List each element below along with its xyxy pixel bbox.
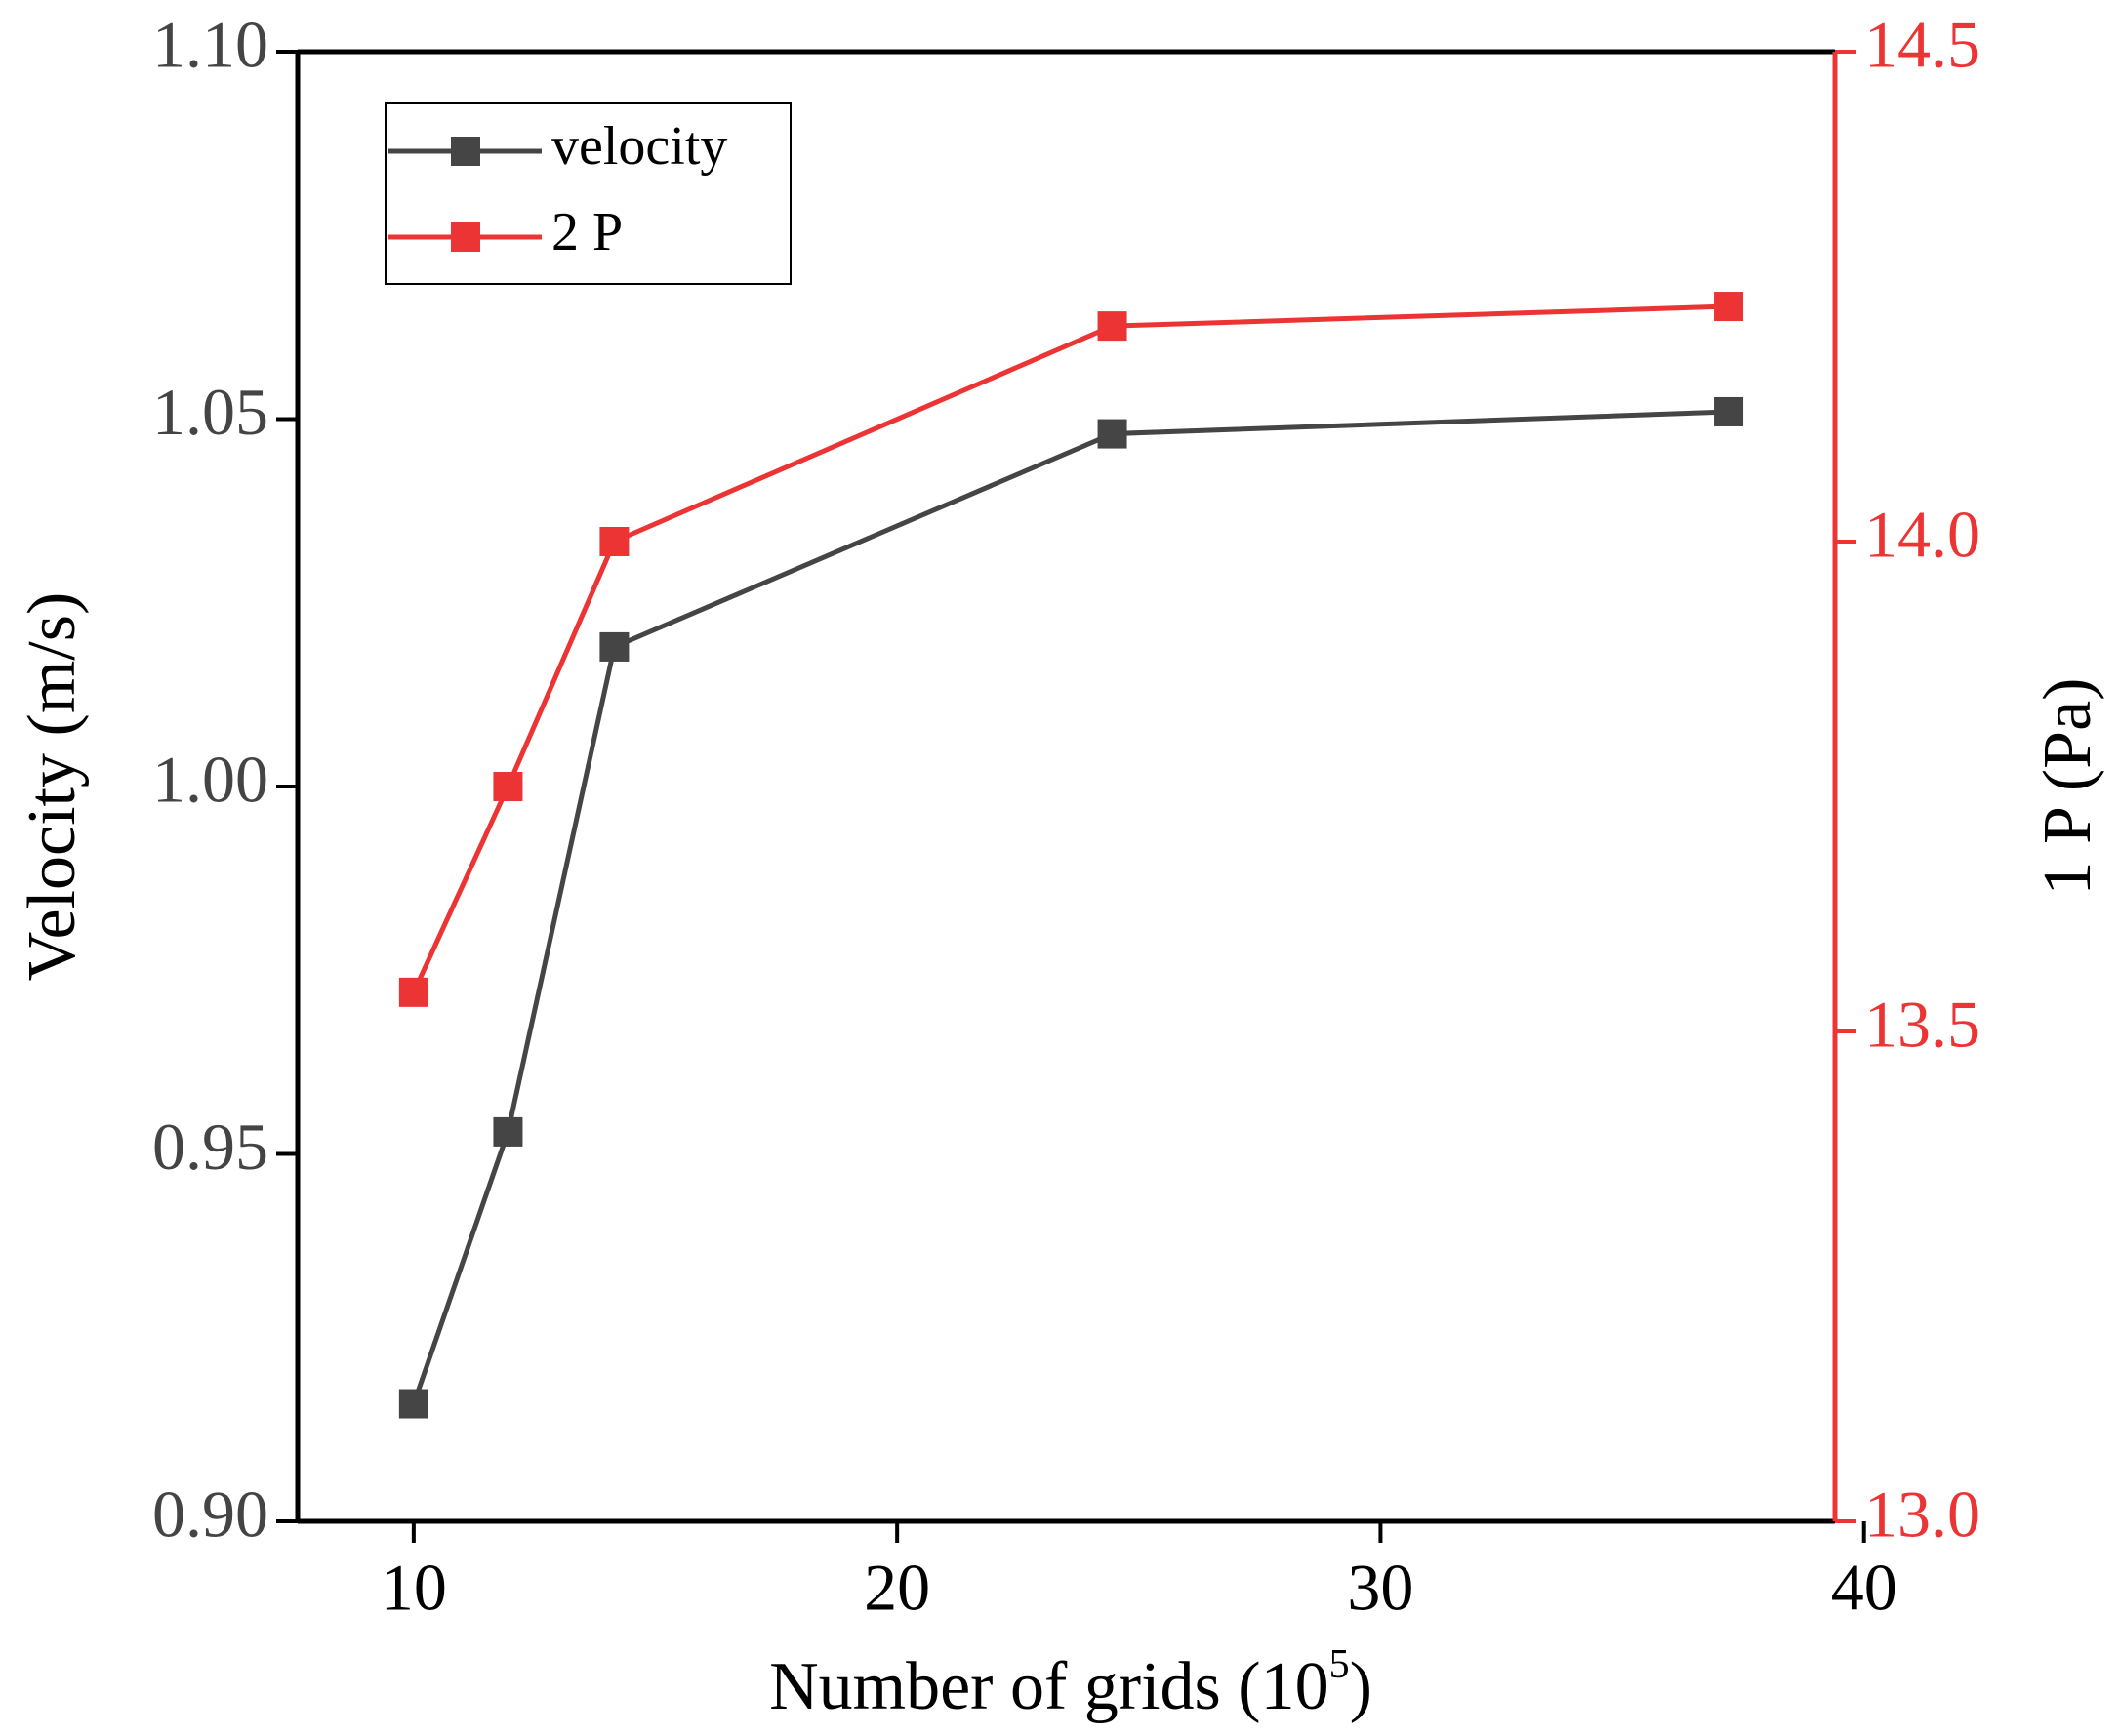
x-axis-title-text: Number of grids (10 (769, 1649, 1329, 1724)
data-point (398, 977, 428, 1007)
legend-marker (451, 137, 480, 166)
data-point (493, 772, 523, 801)
data-point (1714, 396, 1744, 426)
y-tick-label: 0.95 (152, 1110, 268, 1184)
y-tick-label: 1.05 (152, 375, 268, 449)
x-tick-label: 40 (1831, 1551, 1897, 1625)
legend-label: 2 P (551, 202, 623, 262)
y2-tick-label: 13.5 (1864, 988, 1980, 1062)
data-point (1097, 419, 1127, 449)
y-tick-label: 1.00 (152, 743, 268, 817)
y2-tick-label: 14.5 (1864, 8, 1980, 82)
x-tick-label: 10 (381, 1551, 447, 1625)
x-axis-title-sup: 5 (1329, 1642, 1350, 1687)
data-point (1097, 311, 1127, 342)
y2-axis-title: 1 P (Pa) (2030, 678, 2105, 896)
y-tick-label: 1.10 (152, 8, 268, 82)
x-tick-label: 20 (864, 1551, 930, 1625)
legend-label: velocity (551, 116, 727, 177)
y2-tick-label: 13.0 (1864, 1477, 1980, 1552)
data-point (493, 1116, 523, 1147)
data-point (398, 1389, 428, 1419)
legend-box (385, 102, 792, 285)
data-point (599, 527, 630, 556)
x-tick-label: 30 (1347, 1551, 1413, 1625)
y2-tick-label: 14.0 (1864, 498, 1980, 572)
y-tick-label: 0.90 (152, 1477, 268, 1552)
data-point (599, 631, 630, 662)
x-axis-title: Number of grids (105) (769, 1642, 1372, 1724)
y-axis-title: Velocity (m/s) (15, 592, 90, 982)
data-point (1714, 292, 1744, 322)
x-axis-title-close: ) (1350, 1649, 1372, 1724)
series-line (411, 409, 1730, 1405)
legend-marker (451, 222, 480, 252)
